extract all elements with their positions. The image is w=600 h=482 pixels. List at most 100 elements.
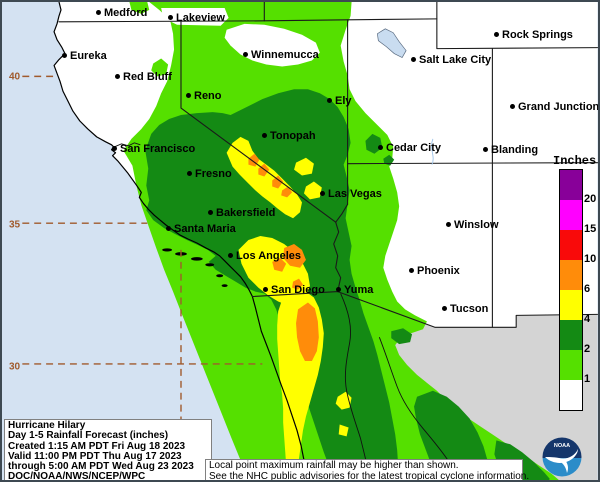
rain-contour-2in-sonora1 xyxy=(414,390,490,480)
legend-color-bar xyxy=(559,169,583,411)
city-marker-santa-maria: Santa Maria xyxy=(166,219,236,237)
city-dot xyxy=(320,190,325,196)
city-marker-phoenix: Phoenix xyxy=(409,261,460,279)
city-dot xyxy=(96,9,101,15)
city-label: Tonopah xyxy=(270,130,316,142)
state-border-oregon xyxy=(58,18,438,23)
legend-tick-6: 6 xyxy=(584,283,591,295)
city-marker-lakeview: Lakeview xyxy=(168,8,225,26)
legend-segment-10 xyxy=(560,230,582,260)
city-dot xyxy=(446,221,451,227)
city-marker-tonopah: Tonopah xyxy=(262,126,316,144)
city-marker-grand-junction: Grand Junction xyxy=(510,97,600,115)
city-marker-bakersfield: Bakersfield xyxy=(208,203,275,221)
channel-island xyxy=(190,257,203,261)
legend-title: Inches xyxy=(553,154,597,168)
sf-bay-outline xyxy=(114,142,141,148)
city-label: Winnemucca xyxy=(251,49,319,61)
state-border-ca-nv xyxy=(180,20,337,223)
city-dot xyxy=(187,170,192,176)
latitude-label-30: 30 xyxy=(9,361,21,373)
city-label: Rock Springs xyxy=(502,29,573,41)
city-marker-las-vegas: Las Vegas xyxy=(320,184,382,202)
river xyxy=(431,138,434,165)
rain-contour-6in-la xyxy=(283,243,306,268)
city-label: Ely xyxy=(335,95,352,107)
city-label: Salt Lake City xyxy=(419,54,492,66)
city-label: Red Bluff xyxy=(123,71,172,83)
legend-tick-2: 2 xyxy=(584,343,591,355)
noaa-logo-text: NOAA xyxy=(554,443,570,449)
city-dot xyxy=(378,144,383,150)
legend-tick-20: 20 xyxy=(584,193,597,205)
forecast-title-line-2: Day 1-5 Rainfall Forecast (inches) xyxy=(8,430,169,442)
legend-segment-4 xyxy=(560,290,582,320)
city-label: Blanding xyxy=(491,144,539,156)
rain-contour-6in-sd xyxy=(292,278,303,290)
city-dot xyxy=(262,132,267,138)
city-label: Tucson xyxy=(450,303,489,315)
city-dot xyxy=(510,103,515,109)
state-border-ut-az xyxy=(347,162,598,165)
city-label: Cedar City xyxy=(386,142,442,154)
great-salt-lake xyxy=(376,28,407,58)
city-dot xyxy=(112,145,117,151)
legend-segment-below-1 xyxy=(560,380,582,410)
city-marker-ely: Ely xyxy=(327,91,352,109)
city-dot xyxy=(442,305,447,311)
city-marker-yuma: Yuma xyxy=(336,280,373,298)
city-label: Bakersfield xyxy=(216,207,276,219)
city-label: Winslow xyxy=(454,219,499,231)
city-marker-winslow: Winslow xyxy=(446,215,499,233)
latitude-label-40: 40 xyxy=(9,71,21,83)
channel-island xyxy=(216,274,224,278)
rain-contour-4in-sierra xyxy=(226,136,302,219)
coastline xyxy=(53,2,310,480)
latitude-label-35: 35 xyxy=(9,219,21,231)
channel-island xyxy=(205,263,215,267)
city-label: Phoenix xyxy=(417,265,460,277)
city-label: Santa Maria xyxy=(174,223,236,235)
legend-segment-15 xyxy=(560,200,582,230)
city-label: Los Angeles xyxy=(236,250,301,262)
city-label: Lakeview xyxy=(176,12,225,24)
state-border-wyoming xyxy=(436,2,598,50)
disclaimer-box: Local point maximum rainfall may be high… xyxy=(205,459,530,482)
legend-segment-1 xyxy=(560,350,582,380)
disclaimer-line-1: Local point maximum rainfall may be high… xyxy=(209,460,459,471)
rainfall-legend: Inches 20 15 10 6 4 2 1 xyxy=(551,152,598,418)
rain-contour-2in-sonora3 xyxy=(391,328,413,345)
legend-tick-15: 15 xyxy=(584,223,597,235)
city-label: Grand Junction xyxy=(518,101,600,113)
city-dot xyxy=(186,92,191,98)
city-marker-winnemucca: Winnemucca xyxy=(243,45,319,63)
city-marker-san-diego: San Diego xyxy=(263,280,325,298)
channel-island xyxy=(221,284,228,288)
city-dot xyxy=(166,225,171,231)
city-dot xyxy=(62,52,67,58)
rain-contour-1in-patch xyxy=(151,58,169,77)
forecast-title-line-5: through 5:00 AM PDT Wed Aug 23 2023 xyxy=(8,461,194,473)
state-border-colorado-river xyxy=(333,203,349,293)
rain-contour-6in-baja xyxy=(296,302,319,361)
city-label: Reno xyxy=(194,90,222,102)
city-dot xyxy=(115,73,120,79)
rain-contour-1in-patch xyxy=(129,2,150,14)
city-label: San Diego xyxy=(271,284,325,296)
city-dot xyxy=(483,146,488,152)
disclaimer-line-2: See the NHC public advisories for the la… xyxy=(209,471,530,482)
city-dot xyxy=(243,51,248,57)
border-us-mexico xyxy=(251,291,598,328)
forecast-title-line-3: Created 1:15 AM PDT Fri Aug 18 2023 xyxy=(8,440,186,452)
city-dot xyxy=(494,31,499,37)
city-marker-cedar-city: Cedar City xyxy=(378,138,441,156)
legend-segment-20 xyxy=(560,170,582,200)
city-dot xyxy=(263,286,268,292)
gulf-east-coastline xyxy=(378,337,458,480)
legend-tick-1: 1 xyxy=(584,373,591,385)
city-label: Eureka xyxy=(70,50,107,62)
city-marker-eureka: Eureka xyxy=(62,46,107,64)
city-label: Medford xyxy=(104,7,148,19)
city-dot xyxy=(336,286,341,292)
rain-contour-4in-patch xyxy=(294,157,314,176)
